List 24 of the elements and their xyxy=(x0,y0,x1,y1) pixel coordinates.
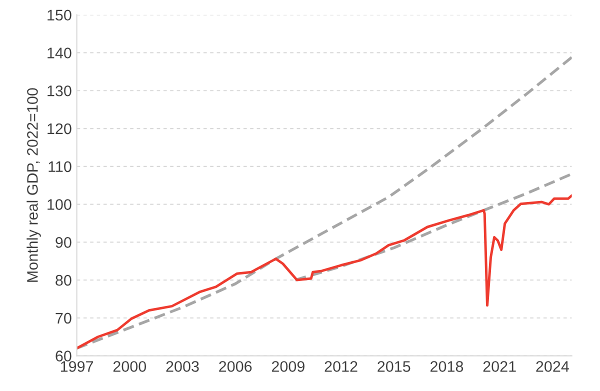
line-series xyxy=(294,172,572,282)
y-tick-label: 60 xyxy=(56,350,72,362)
x-tick-label: 1997 xyxy=(60,361,94,372)
y-tick-label: 110 xyxy=(48,161,72,172)
y-tick-label: 120 xyxy=(48,123,72,134)
y-tick-label: 70 xyxy=(56,312,72,324)
y-tick-label: 130 xyxy=(48,85,72,96)
x-tick-label: 2006 xyxy=(219,361,252,372)
line-series xyxy=(76,56,572,350)
x-tick-label: 2018 xyxy=(430,361,464,372)
x-tick-label: 2024 xyxy=(536,361,569,372)
x-tick-label: 2003 xyxy=(166,361,199,372)
x-tick-label: 2021 xyxy=(483,361,516,372)
y-tick-label: 80 xyxy=(56,274,72,286)
y-tick-label: 150 xyxy=(48,10,72,21)
y-axis-title: Monthly real GDP, 2022=100 xyxy=(26,88,41,282)
line-series xyxy=(76,194,572,350)
x-tick-label: 2009 xyxy=(272,361,304,372)
y-tick-label: 90 xyxy=(56,237,72,248)
x-tick-label: 2012 xyxy=(324,361,358,372)
y-tick-label: 140 xyxy=(48,48,72,58)
y-tick-label: 100 xyxy=(48,199,72,210)
x-tick-label: 2015 xyxy=(378,361,410,372)
x-tick-label: 2000 xyxy=(113,361,146,372)
